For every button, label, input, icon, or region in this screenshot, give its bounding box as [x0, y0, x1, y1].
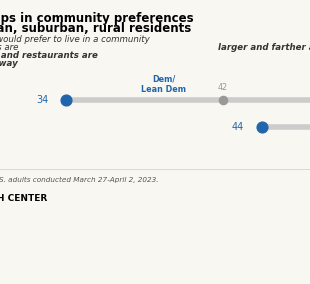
- Text: 44: 44: [232, 122, 244, 132]
- Text: larger and farther apart, but: larger and farther apart, but: [218, 43, 310, 52]
- Point: [259, 125, 264, 129]
- Point: [63, 98, 68, 102]
- Text: among urban, suburban, rural residents: among urban, suburban, rural residents: [0, 22, 191, 35]
- Text: several miles away: several miles away: [0, 59, 17, 68]
- Text: 42: 42: [218, 83, 228, 92]
- Point: [220, 98, 225, 102]
- Text: where the houses are: where the houses are: [0, 43, 21, 52]
- Text: Source: Survey of U.S. adults conducted March 27-April 2, 2023.: Source: Survey of U.S. adults conducted …: [0, 177, 158, 183]
- Text: Dem/
Lean Dem: Dem/ Lean Dem: [141, 74, 186, 94]
- Text: % who say they would prefer to live in a community: % who say they would prefer to live in a…: [0, 35, 149, 44]
- Text: 34: 34: [36, 95, 48, 105]
- Text: Partisan gaps in community preferences: Partisan gaps in community preferences: [0, 12, 193, 25]
- Text: PEW RESEARCH CENTER: PEW RESEARCH CENTER: [0, 194, 47, 203]
- Text: schools, stores and restaurants are: schools, stores and restaurants are: [0, 51, 98, 60]
